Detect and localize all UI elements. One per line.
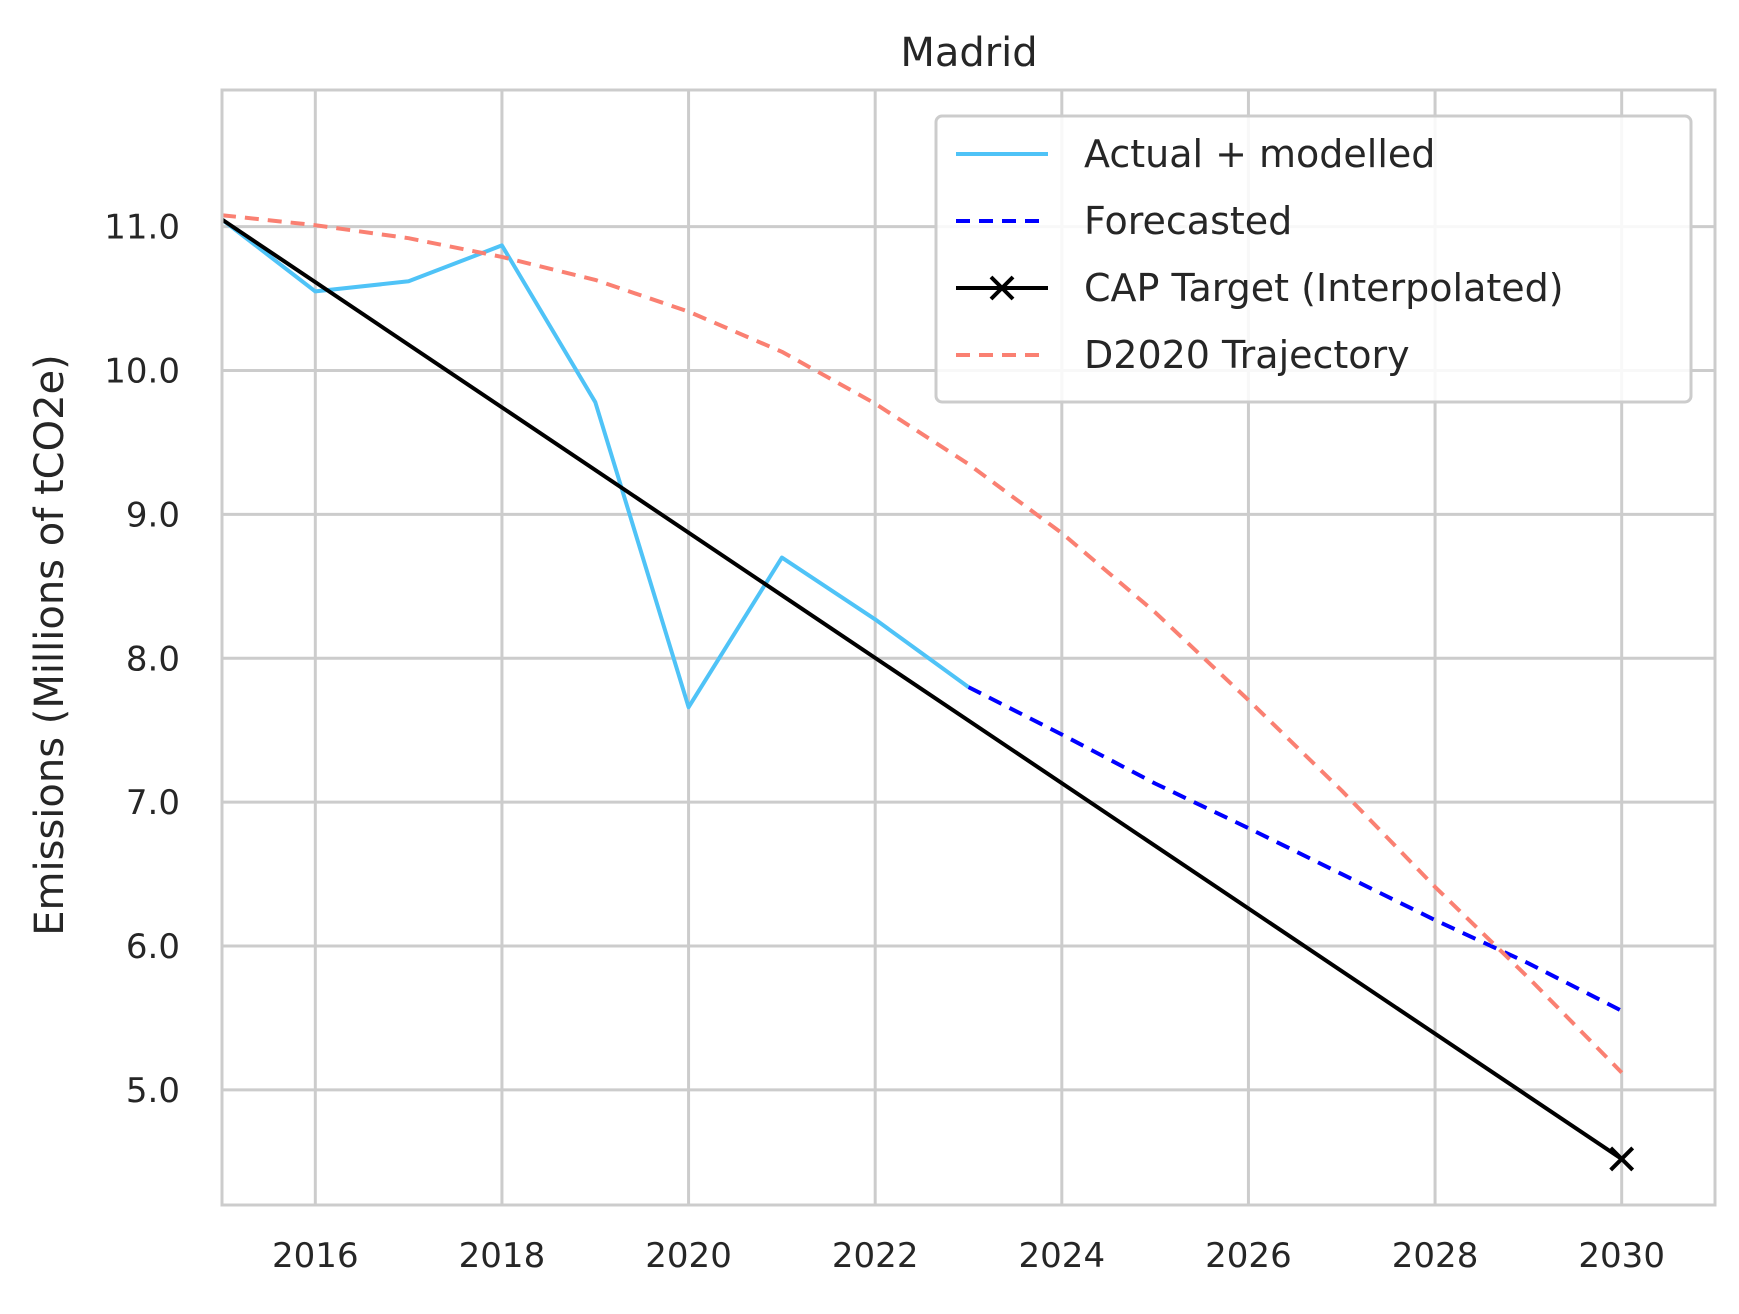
legend-marker-cap-target-interpolated [989,275,1015,301]
series-line-d2020-trajectory [221,213,1624,1075]
plot-series [220,213,1635,1172]
x-tick-label-2026: 2026 [1205,1236,1292,1276]
legend-label-actual-modelled: Actual + modelled [1084,132,1435,176]
legend-label-forecasted: Forecasted [1084,199,1292,243]
x-tick-label-2024: 2024 [1019,1236,1106,1276]
legend-label-cap-target-interpolated: CAP Target (Interpolated) [1084,266,1564,310]
y-tick-label-5.0: 5.0 [126,1071,180,1111]
x-tick-label-2016: 2016 [272,1236,359,1276]
x-tick-label-2030: 2030 [1578,1236,1665,1276]
tick-labels: 2016 2018 2020 2022 2024 2026 2028 2030 5.0 6.0 7.… [104,208,1665,1276]
x-tick-label-2028: 2028 [1392,1236,1479,1276]
plot-frame [220,88,1717,1207]
x-tick-label-2018: 2018 [459,1236,546,1276]
y-tick-label-11.0: 11.0 [104,208,180,248]
y-tick-label-8.0: 8.0 [126,639,180,679]
y-tick-label-9.0: 9.0 [126,495,180,535]
y-axis-label: Emissions (Millions of tCO2e) [27,354,73,936]
y-tick-label-7.0: 7.0 [126,783,180,823]
series-line-forecasted [967,685,1623,1013]
legend-label-d2020-trajectory: D2020 Trajectory [1084,333,1410,377]
legend: Actual + modelled Forecasted CAP Target (I… [934,114,1693,404]
series-line-cap-target-interpolated [220,217,1623,1161]
y-tick-label-10.0: 10.0 [104,352,180,392]
legend-box [934,114,1693,404]
x-tick-label-2022: 2022 [832,1236,919,1276]
series-line-actual-modelled [220,217,970,710]
y-tick-label-6.0: 6.0 [126,927,180,967]
x-tick-label-2020: 2020 [645,1236,732,1276]
chart-title: Madrid [900,30,1037,76]
series-marker-cap-target-interpolated [1609,1146,1635,1172]
